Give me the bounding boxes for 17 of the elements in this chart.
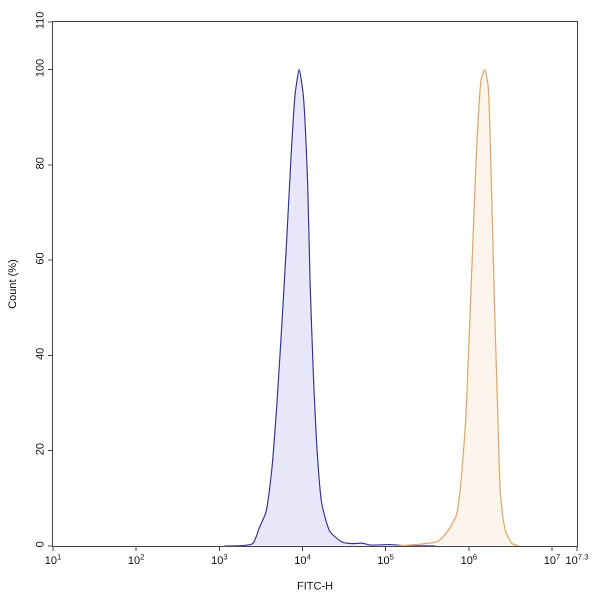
x-tick-label: 10$^{4}$: [294, 552, 312, 568]
y-tick-label: 20: [34, 442, 47, 456]
x-tick-label: 10$^{5}$: [377, 552, 394, 568]
y-tick-label: 40: [34, 348, 47, 360]
y-tick-label: 100: [34, 58, 47, 78]
x-tick-label: 10$^{2}$: [128, 552, 144, 568]
y-tick-label: 110: [34, 12, 47, 30]
x-tick-label: 10$^{3}$: [211, 552, 228, 568]
x-tick-label: 10$^{7.3}$: [566, 552, 588, 568]
x-tick-label: 10$^{1}$: [44, 552, 62, 568]
x-axis-title: FITC-H: [296, 580, 334, 592]
x-tick-label: 10$^{6}$: [460, 552, 478, 568]
y-tick-label: 80: [34, 157, 47, 170]
x-tick-label: 10$^{7}$: [544, 552, 560, 568]
y-axis-title: Count (%): [7, 259, 20, 309]
y-tick-label: 0: [34, 541, 47, 548]
y-tick-label: 60: [34, 252, 47, 265]
